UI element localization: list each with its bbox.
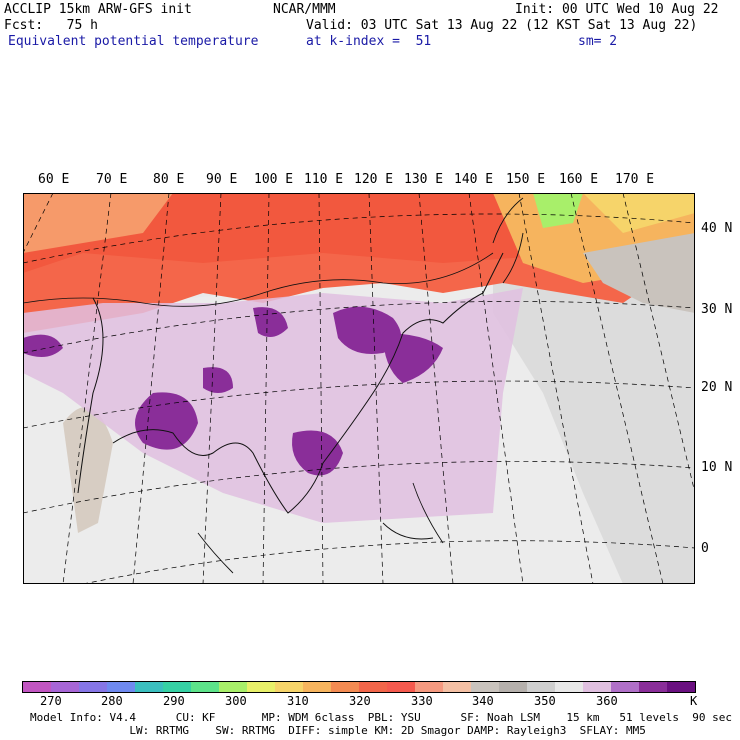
lon-label: 130 E (404, 172, 444, 187)
colorbar-segment (219, 682, 247, 692)
colorbar-tick: 350 (534, 694, 556, 708)
colorbar-tick: 330 (411, 694, 433, 708)
colorbar-segment (443, 682, 471, 692)
lat-label: 20 N (701, 380, 733, 395)
lon-label: 150 E (506, 172, 546, 187)
lon-label: 110 E (304, 172, 344, 187)
colorbar-tick: 290 (163, 694, 185, 708)
lon-label: 100 E (254, 172, 294, 187)
lon-label: 140 E (454, 172, 494, 187)
colorbar-segment (23, 682, 51, 692)
colorbar-segment (135, 682, 163, 692)
model-info-line1: Model Info: V4.4 CU: KF MP: WDM 6class P… (30, 711, 732, 724)
colorbar-segment (107, 682, 135, 692)
colorbar (22, 681, 696, 693)
colorbar-segment (51, 682, 79, 692)
colorbar-tick: 310 (287, 694, 309, 708)
colorbar-segment (667, 682, 695, 692)
colorbar-segment (331, 682, 359, 692)
field-name: Equivalent potential temperature (8, 34, 259, 49)
map-panel (23, 193, 695, 584)
colorbar-tick: 360 (596, 694, 618, 708)
colorbar-unit: K (690, 694, 698, 708)
lat-label: 40 N (701, 221, 733, 236)
lon-label: 170 E (615, 172, 655, 187)
lon-label: 60 E (38, 172, 70, 187)
colorbar-segment (555, 682, 583, 692)
colorbar-tick: 280 (101, 694, 123, 708)
colorbar-segment (527, 682, 555, 692)
lon-label: 120 E (354, 172, 394, 187)
colorbar-segment (415, 682, 443, 692)
smoothing-label: sm= 2 (578, 34, 618, 49)
colorbar-segment (163, 682, 191, 692)
model-info-line2: LW: RRTMG SW: RRTMG DIFF: simple KM: 2D … (30, 724, 646, 737)
forecast-hour: Fcst: 75 h (4, 18, 98, 33)
colorbar-segment (275, 682, 303, 692)
colorbar-tick: 340 (472, 694, 494, 708)
center-label: NCAR/MMM (273, 2, 336, 17)
colorbar-segment (471, 682, 499, 692)
valid-time: Valid: 03 UTC Sat 13 Aug 22 (12 KST Sat … (306, 18, 698, 33)
lat-label: 0 (701, 541, 709, 556)
colorbar-segment (191, 682, 219, 692)
lat-label: 10 N (701, 460, 733, 475)
colorbar-segment (499, 682, 527, 692)
lon-label: 90 E (206, 172, 238, 187)
model-title: ACCLIP 15km ARW-GFS init (4, 2, 192, 17)
colorbar-segment (359, 682, 387, 692)
colorbar-tick: 320 (349, 694, 371, 708)
lon-label: 70 E (96, 172, 128, 187)
colorbar-segment (387, 682, 415, 692)
colorbar-segment (611, 682, 639, 692)
colorbar-segment (583, 682, 611, 692)
lat-label: 30 N (701, 302, 733, 317)
colorbar-tick: 270 (40, 694, 62, 708)
lon-label: 80 E (153, 172, 185, 187)
level-label: at k-index = 51 (306, 34, 432, 49)
colorbar-segment (303, 682, 331, 692)
colorbar-segment (79, 682, 107, 692)
colorbar-segment (247, 682, 275, 692)
colorbar-segment (639, 682, 667, 692)
colorbar-tick: 300 (225, 694, 247, 708)
lon-label: 160 E (559, 172, 599, 187)
init-time: Init: 00 UTC Wed 10 Aug 22 (515, 2, 719, 17)
